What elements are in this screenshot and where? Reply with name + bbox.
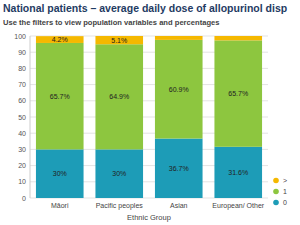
bar-segment <box>36 43 84 149</box>
data-label: 65.7% <box>228 90 248 97</box>
bar-segment <box>95 44 143 149</box>
bars <box>36 36 262 198</box>
legend-label: 0 <box>283 199 287 206</box>
data-label: 5.1% <box>111 37 127 44</box>
data-label: 65.7% <box>50 93 70 100</box>
data-label: 64.9% <box>109 93 129 100</box>
legend-marker <box>273 200 279 206</box>
data-label: 31.6% <box>228 169 248 176</box>
data-label: 60.9% <box>169 86 189 93</box>
x-axis-title: Ethnic Group <box>127 213 171 222</box>
y-tick-label: 20 <box>18 162 26 169</box>
bar-segment <box>95 149 143 198</box>
y-tick-label: 70 <box>18 81 26 88</box>
bar-segment <box>95 36 143 44</box>
bar-segment <box>155 40 203 139</box>
bar-segment <box>36 149 84 198</box>
data-label: 30% <box>53 170 67 177</box>
bar-segment <box>155 36 203 40</box>
x-tick-label: Māori <box>51 202 69 209</box>
bar-segment <box>214 147 262 198</box>
data-label: 30% <box>112 170 126 177</box>
legend-marker <box>273 189 279 195</box>
bar-segment <box>36 36 84 43</box>
x-tick-label: Pacific peoples <box>96 202 144 210</box>
y-tick-label: 30 <box>18 146 26 153</box>
y-tick-label: 90 <box>18 49 26 56</box>
title: National patients – average daily dose o… <box>3 2 287 14</box>
y-axis-line <box>30 36 31 198</box>
data-label: 36.7% <box>169 165 189 172</box>
y-tick-label: 0 <box>22 195 26 202</box>
y-tick-label: 60 <box>18 97 26 104</box>
y-tick-label: 10 <box>18 178 26 185</box>
y-tick-label: 80 <box>18 65 26 72</box>
y-tick-label: 40 <box>18 130 26 137</box>
y-tick-label: 100 <box>14 33 26 40</box>
data-label: 4.2% <box>52 36 68 43</box>
bar-segment <box>155 139 203 198</box>
legend-label: > <box>283 177 287 184</box>
x-tick-label: Asian <box>170 202 188 209</box>
subtitle: Use the filters to view population varia… <box>3 18 219 27</box>
bar-segment <box>214 36 262 40</box>
y-tick-label: 50 <box>18 114 26 121</box>
bar-segment <box>214 40 262 146</box>
legend-marker <box>273 178 279 184</box>
legend-label: 1 <box>283 188 287 195</box>
x-tick-label: European/ Other <box>212 202 264 210</box>
